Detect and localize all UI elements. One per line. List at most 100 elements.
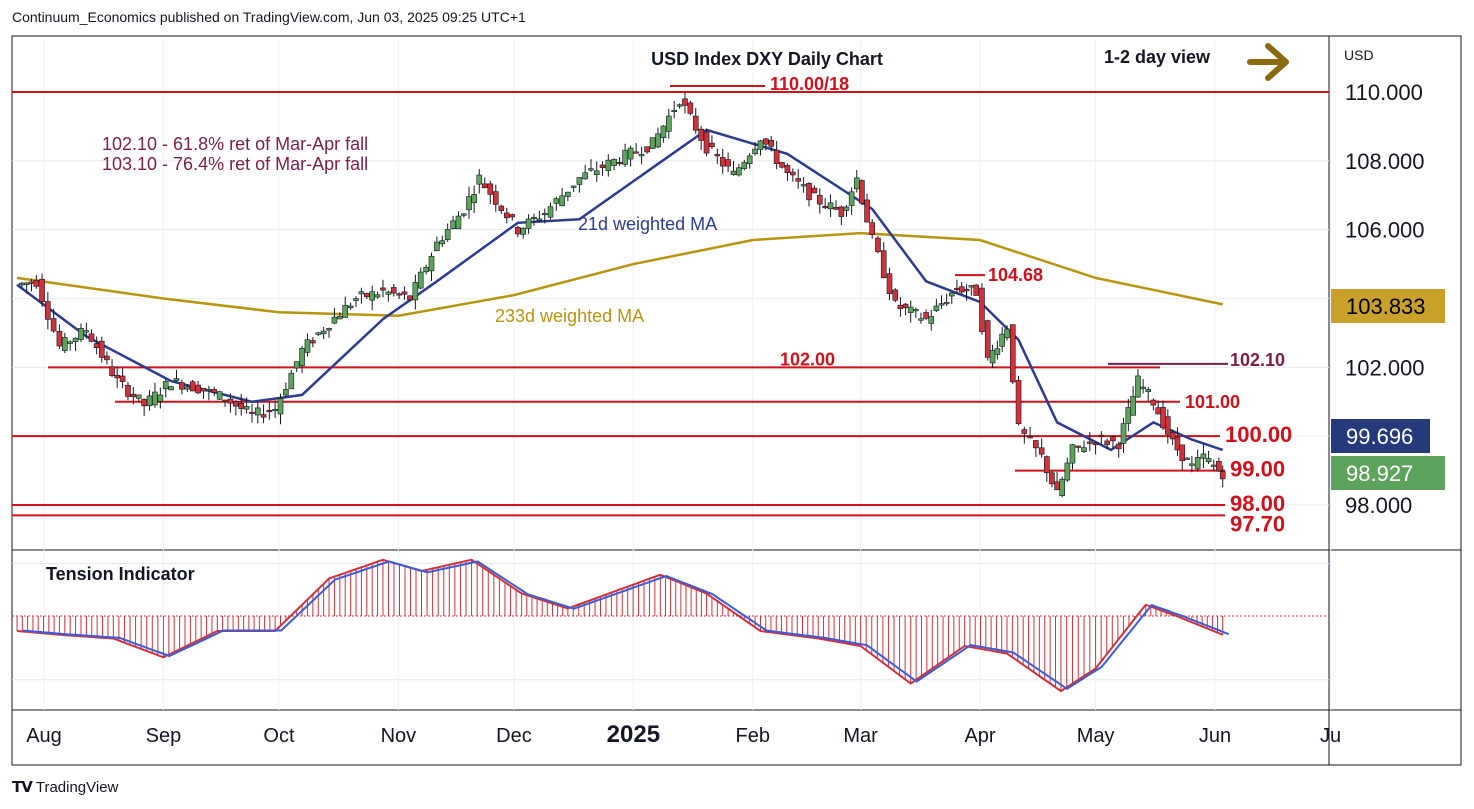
candle-body (627, 147, 634, 160)
candle-body (933, 305, 940, 312)
candle-body (520, 227, 526, 235)
candle-body (130, 393, 137, 398)
candle-body (450, 220, 456, 229)
time-tick-label: 2025 (607, 721, 660, 748)
candle-body (1015, 380, 1022, 425)
price-tick-label: 106.000 (1345, 218, 1425, 243)
candle-body (1205, 458, 1212, 463)
candle-body (28, 281, 35, 284)
level-labels: 110.00/18 104.68 102.10 102.00 101.00 100.00 9… (770, 74, 1292, 536)
price-badge (1331, 456, 1445, 490)
candle-body (293, 361, 300, 369)
price-badge-label: 98.927 (1346, 461, 1413, 486)
candle-body (83, 330, 90, 333)
candle-body (869, 222, 875, 235)
candle-body (299, 347, 305, 366)
candle-body (1135, 375, 1141, 398)
candle-body (943, 302, 950, 305)
candle-body (1054, 481, 1060, 491)
retracement-note-2: 103.10 - 76.4% ret of Mar-Apr fall (102, 154, 368, 174)
candle-body (593, 170, 600, 175)
time-tick-label: Ju (1320, 725, 1341, 747)
candle-body (1043, 456, 1050, 474)
candle-body (622, 149, 628, 165)
candle-body (948, 292, 955, 297)
candle-body (1216, 461, 1222, 472)
candle-body (200, 387, 207, 392)
candle-body (553, 198, 560, 204)
candle-body (109, 366, 115, 376)
candle-body (277, 398, 284, 415)
candle-body (254, 407, 261, 416)
price-tick-label: 102.000 (1345, 355, 1425, 380)
level-label: 98.00 (1230, 491, 1285, 516)
price-tick-label: 108.000 (1345, 149, 1425, 174)
candle-body (671, 109, 677, 112)
candle-body (806, 182, 812, 201)
candle-body (233, 401, 239, 407)
candle-body (56, 331, 63, 347)
price-tick-label: 110.000 (1345, 80, 1423, 105)
candle-body (616, 161, 623, 165)
ma233-label: 233d weighted MA (495, 306, 644, 326)
candle-body (369, 291, 375, 301)
candle-body (795, 178, 802, 182)
time-tick-label: Aug (26, 725, 62, 747)
ma233-line (16, 231, 1223, 317)
candle-body (779, 162, 785, 168)
candle-body (984, 320, 991, 358)
candle-body (385, 291, 392, 295)
candle-body (599, 164, 606, 168)
candle-body (1169, 431, 1176, 440)
candle-body (736, 167, 742, 176)
candle-body (790, 171, 796, 176)
time-tick-label: Sep (146, 725, 182, 747)
candle-body (503, 212, 510, 219)
candle-body (644, 146, 650, 153)
candle-body (62, 337, 68, 351)
candle-body (434, 241, 440, 251)
candle-body (33, 279, 40, 287)
candle-body (104, 355, 110, 361)
price-badges: 103.833 99.696 98.927 (1331, 289, 1445, 490)
candle-body (859, 180, 865, 204)
candle-body (152, 391, 158, 406)
candle-body (1075, 445, 1082, 448)
candle-body (954, 287, 960, 291)
candle-body (582, 172, 589, 180)
view-label: 1-2 day view (1104, 47, 1211, 67)
candle-body (827, 202, 834, 210)
tradingview-logo[interactable]: 𝗧𝗩 TradingView (12, 778, 118, 796)
candle-body (476, 174, 483, 185)
candle-body (1049, 472, 1055, 485)
candle-body (536, 218, 543, 221)
candle-body (272, 409, 278, 412)
arrow-right-icon (1247, 43, 1289, 81)
candle-body (514, 227, 521, 235)
candle-body (168, 386, 174, 391)
price-badge (1331, 419, 1430, 453)
candle-body (19, 282, 25, 286)
time-tick-label: Apr (964, 725, 995, 747)
candle-body (913, 309, 919, 312)
candle-body (93, 343, 100, 349)
logo-text: TradingView (35, 779, 119, 796)
candle-body (752, 148, 758, 155)
candle-body (725, 159, 731, 167)
level-label: 102.10 (1230, 350, 1285, 370)
candle-body (800, 184, 807, 187)
candle-body (1120, 423, 1127, 444)
candle-body (979, 287, 985, 333)
ma233-layer (16, 231, 1223, 317)
candle-body (843, 206, 850, 211)
candle-body (547, 206, 554, 218)
candle-body (838, 206, 845, 217)
candle-body (1150, 399, 1157, 406)
level-label: 102.00 (780, 349, 835, 369)
candle-body (698, 128, 704, 141)
candle-body (660, 125, 667, 138)
candle-body (768, 139, 775, 147)
candle-body (719, 157, 726, 167)
candle-body (211, 389, 218, 393)
